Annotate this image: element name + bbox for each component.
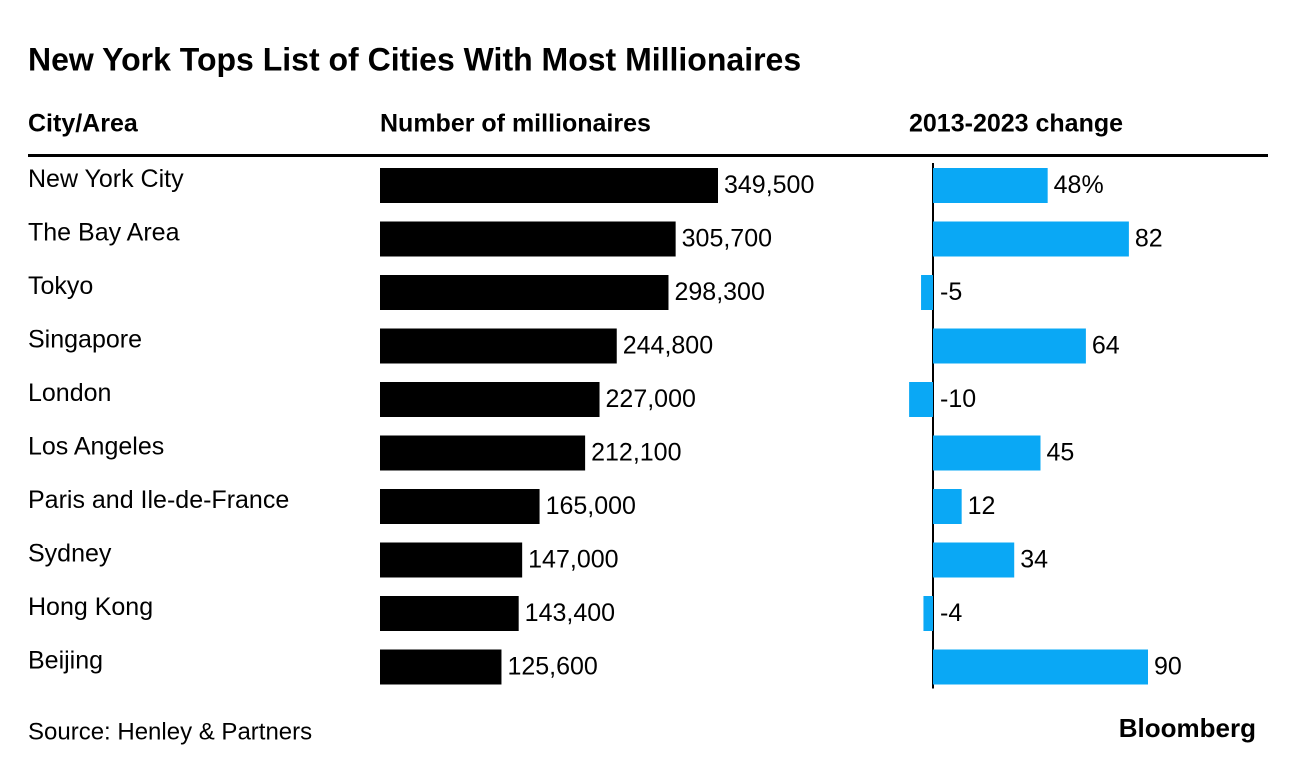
bar xyxy=(380,221,676,257)
value-label: 143,400 xyxy=(525,599,615,627)
value-label: -5 xyxy=(940,278,962,306)
bar xyxy=(380,596,519,631)
value-label: 34 xyxy=(1020,546,1048,574)
bar xyxy=(380,168,718,203)
row-label: Sydney xyxy=(28,540,112,568)
value-label: 349,500 xyxy=(724,171,814,199)
value-label: -4 xyxy=(940,599,962,627)
value-label: 64 xyxy=(1092,332,1120,360)
value-label: 125,600 xyxy=(507,653,597,681)
bar xyxy=(380,435,586,471)
value-label: 212,100 xyxy=(591,439,681,467)
value-label: 12 xyxy=(968,492,996,520)
row-label: New York City xyxy=(28,165,184,193)
bar xyxy=(933,489,962,524)
value-label: 244,800 xyxy=(623,332,713,360)
row-label: Beijing xyxy=(28,647,103,675)
value-label: 45 xyxy=(1047,439,1075,467)
bar xyxy=(933,221,1129,257)
column-header: 2013-2023 change xyxy=(909,110,1123,138)
source-note: Source: Henley & Partners xyxy=(28,718,312,745)
value-label: 227,000 xyxy=(606,385,696,413)
value-label: 48% xyxy=(1054,171,1104,199)
row-label: Los Angeles xyxy=(28,433,164,461)
header-rule xyxy=(28,154,1268,157)
column-header: Number of millionaires xyxy=(380,110,651,138)
bar xyxy=(380,382,600,417)
column-header: City/Area xyxy=(28,110,139,138)
bar xyxy=(380,489,540,524)
logo: Bloomberg xyxy=(1119,713,1256,743)
bar xyxy=(921,275,933,310)
bar xyxy=(380,649,502,685)
bar xyxy=(933,435,1041,471)
bar xyxy=(933,168,1048,203)
bar xyxy=(933,542,1015,578)
row-label: The Bay Area xyxy=(28,219,180,247)
value-label: 305,700 xyxy=(682,225,772,253)
bar xyxy=(933,649,1148,685)
value-label: 165,000 xyxy=(546,492,636,520)
row-label: London xyxy=(28,379,111,407)
row-label: Singapore xyxy=(28,326,142,354)
value-label: 90 xyxy=(1154,653,1182,681)
bar xyxy=(923,596,933,631)
bar xyxy=(380,542,523,578)
bar xyxy=(380,328,617,364)
row-label: Tokyo xyxy=(28,272,93,300)
value-label: -10 xyxy=(940,385,976,413)
chart-title: New York Tops List of Cities With Most M… xyxy=(28,41,801,77)
value-label: 147,000 xyxy=(528,546,618,574)
value-label: 298,300 xyxy=(674,278,764,306)
row-label: Hong Kong xyxy=(28,593,153,621)
bar xyxy=(909,382,933,417)
value-label: 82 xyxy=(1135,225,1163,253)
bar xyxy=(933,328,1086,364)
row-label: Paris and Ile-de-France xyxy=(28,486,289,514)
bar xyxy=(380,275,669,310)
